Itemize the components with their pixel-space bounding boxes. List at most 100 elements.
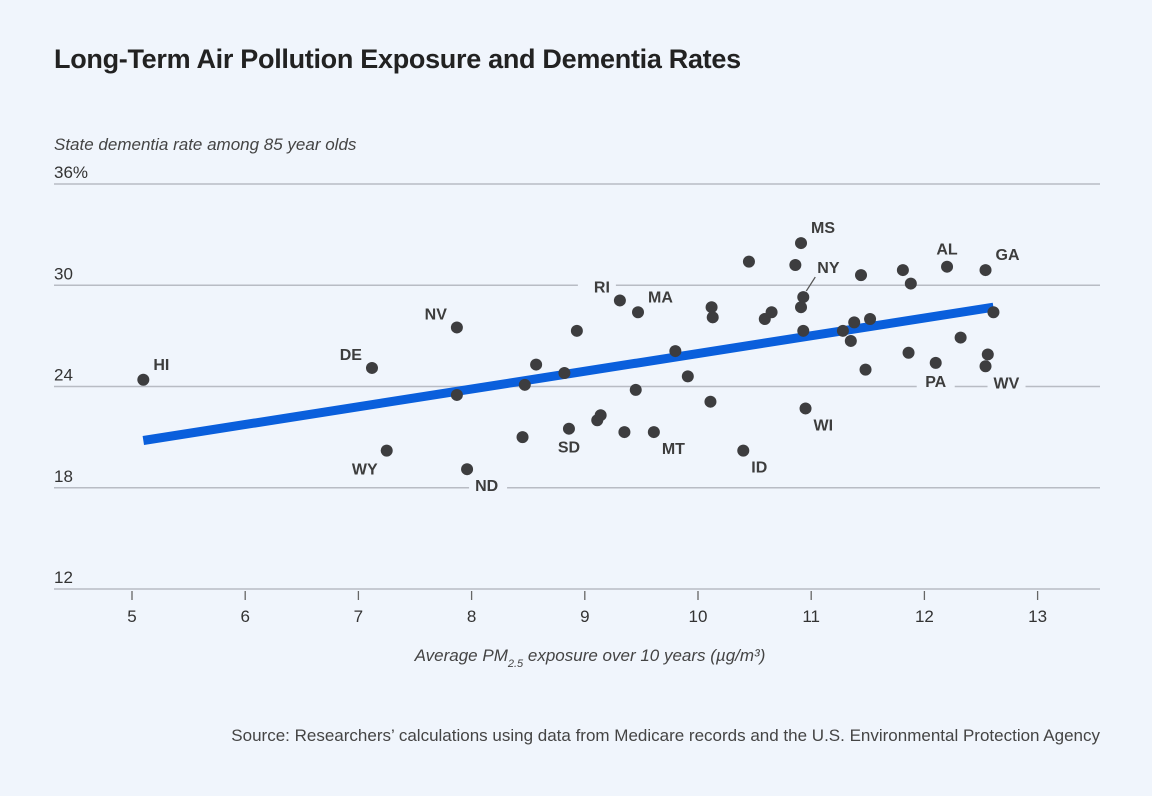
data-point <box>848 316 861 329</box>
label-knockout-mt <box>655 438 694 459</box>
x-tick-label-11: 11 <box>802 607 820 626</box>
point-label-al: AL <box>936 242 958 259</box>
data-point-ri <box>613 294 626 307</box>
point-label-mt: MT <box>662 441 685 458</box>
label-knockout-al <box>928 238 967 259</box>
data-point-pa <box>929 356 942 369</box>
point-label-pa: PA <box>925 374 946 391</box>
data-point <box>836 324 849 337</box>
y-tick-label-36: 36% <box>54 163 88 182</box>
label-knockout-ri <box>577 276 616 297</box>
data-point-ga <box>979 264 992 277</box>
data-point <box>594 409 607 422</box>
data-point <box>681 370 694 383</box>
data-point-sd <box>562 422 575 435</box>
label-knockout-ma <box>642 286 681 307</box>
data-point <box>896 264 909 277</box>
x-tick-label-8: 8 <box>467 607 476 626</box>
data-point <box>765 306 778 319</box>
x-tick-label-13: 13 <box>1028 607 1047 626</box>
data-point <box>954 331 967 344</box>
y-tick-label-12: 12 <box>54 568 73 587</box>
data-point <box>450 388 463 401</box>
data-point <box>797 324 810 337</box>
data-point <box>742 255 755 268</box>
data-point-hi <box>137 373 150 386</box>
point-label-ny: NY <box>817 260 840 277</box>
data-point <box>864 313 877 325</box>
point-label-ms: MS <box>811 220 835 237</box>
x-tick-labels: 5 6 7 8 9 10 11 12 13 <box>127 591 1047 626</box>
data-point <box>704 395 717 408</box>
data-point-ms <box>795 237 808 250</box>
label-knockout-pa <box>916 370 955 391</box>
data-point-wi <box>799 402 812 415</box>
data-point-al <box>941 260 954 273</box>
data-point <box>705 301 718 314</box>
label-knockout-ny <box>811 257 850 278</box>
label-knockout-ms <box>805 217 844 238</box>
x-axis-label-suffix: exposure over 10 years (µg/m³) <box>523 646 765 665</box>
point-label-hi: HI <box>153 357 169 374</box>
data-point <box>518 378 531 391</box>
y-tick-labels: 12 18 24 30 36% <box>54 163 88 587</box>
data-point-mt <box>647 426 660 439</box>
point-label-nv: NV <box>425 306 448 323</box>
data-point <box>859 363 872 376</box>
label-knockout-nd <box>469 475 508 496</box>
x-tick-label-10: 10 <box>689 607 708 626</box>
label-knockout-sd <box>549 436 588 457</box>
label-knockout-id <box>745 456 784 477</box>
point-labels: HI DE WY NV ND SD RI MA MT ID MS NY WI PA AL GA WV <box>147 217 1028 496</box>
data-point <box>669 345 682 358</box>
point-label-nd: ND <box>475 478 498 495</box>
data-point <box>706 311 719 324</box>
data-point-de <box>365 361 378 374</box>
label-knockout-de <box>329 343 368 364</box>
leader-line-ny <box>805 276 816 292</box>
data-point-id <box>737 444 750 457</box>
data-point-wv <box>979 360 992 373</box>
data-point <box>789 259 802 271</box>
y-tick-label-30: 30 <box>54 264 73 283</box>
x-tick-label-5: 5 <box>127 607 136 626</box>
label-knockout-wy <box>345 458 384 479</box>
label-knockout-ga <box>989 244 1028 265</box>
x-axis-label-main: Average PM <box>414 646 509 665</box>
data-point-wy <box>380 444 393 457</box>
point-label-ma: MA <box>648 289 673 306</box>
point-label-ga: GA <box>996 247 1020 264</box>
data-points <box>137 237 1000 476</box>
label-knockout-wi <box>807 414 846 435</box>
data-point-nd <box>461 463 474 476</box>
point-label-wy: WY <box>352 462 378 479</box>
gridlines <box>54 183 1100 590</box>
x-axis-label: Average PM2.5 exposure over 10 years (µg… <box>414 646 766 670</box>
data-point <box>987 306 1000 319</box>
source-note: Source: Researchers’ calculations using … <box>231 726 1100 745</box>
data-point <box>530 358 543 371</box>
point-label-id: ID <box>751 460 767 477</box>
point-label-ri: RI <box>594 279 610 296</box>
data-point <box>855 269 868 282</box>
point-label-wv: WV <box>994 375 1020 392</box>
y-tick-label-18: 18 <box>54 467 73 486</box>
x-tick-label-12: 12 <box>915 607 934 626</box>
x-tick-label-9: 9 <box>580 607 589 626</box>
data-point-nv <box>450 321 463 334</box>
data-point <box>558 367 571 379</box>
data-point-ma <box>632 306 645 319</box>
chart-title: Long-Term Air Pollution Exposure and Dem… <box>54 44 741 74</box>
x-tick-label-6: 6 <box>240 607 249 626</box>
data-point <box>795 301 808 314</box>
data-point-ny <box>797 291 810 304</box>
data-point <box>902 346 915 359</box>
data-point <box>516 431 529 444</box>
y-tick-label-24: 24 <box>54 366 73 385</box>
data-point <box>904 277 917 290</box>
y-axis-label: State dementia rate among 85 year olds <box>54 135 357 154</box>
label-knockout-nv <box>414 303 453 324</box>
point-label-wi: WI <box>814 417 834 434</box>
data-point <box>618 426 631 439</box>
